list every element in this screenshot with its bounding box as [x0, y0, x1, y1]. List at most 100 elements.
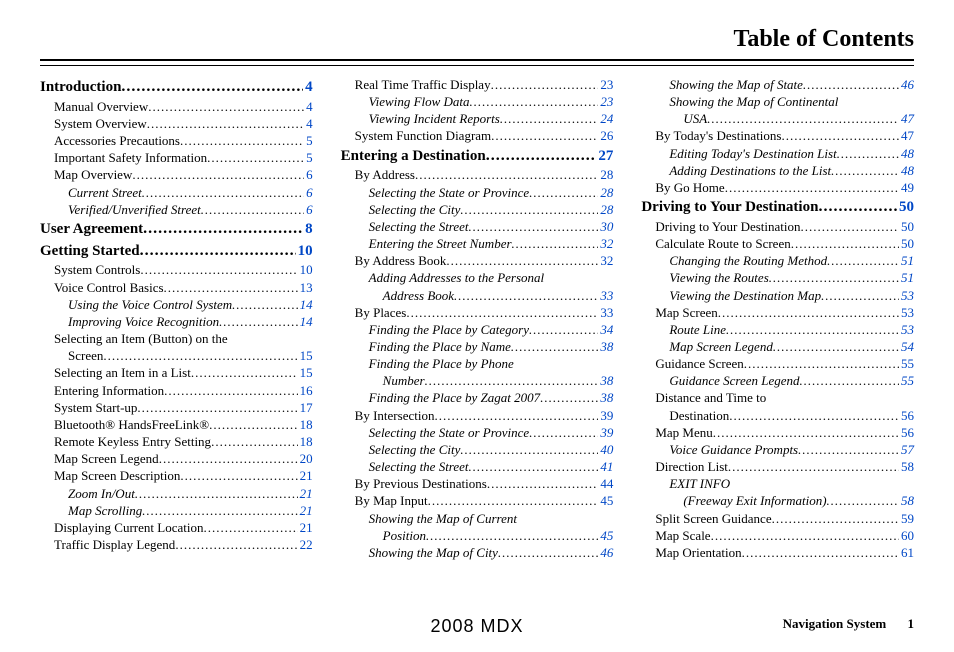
- toc-page-number[interactable]: 16: [298, 382, 313, 399]
- toc-page-number[interactable]: 15: [298, 347, 313, 364]
- toc-page-number[interactable]: 34: [598, 321, 613, 338]
- toc-page-number[interactable]: 47: [899, 127, 914, 144]
- toc-entry: By Address..............................…: [355, 166, 614, 183]
- toc-page-number[interactable]: 51: [899, 269, 914, 286]
- toc-page-number[interactable]: 23: [598, 93, 613, 110]
- toc-page-number[interactable]: 59: [899, 510, 914, 527]
- toc-page-number[interactable]: 47: [899, 110, 914, 127]
- toc-page-number[interactable]: 49: [899, 179, 914, 196]
- toc-page-number[interactable]: 48: [899, 162, 914, 179]
- toc-leaders: ........................................…: [180, 132, 304, 149]
- toc-page-number[interactable]: 27: [596, 147, 613, 167]
- toc-entry: Finding the Place by Zagat 2007.........…: [369, 389, 614, 406]
- toc-page-number[interactable]: 5: [304, 132, 313, 149]
- toc-page-number[interactable]: 51: [899, 252, 914, 269]
- toc-page-number[interactable]: 28: [598, 166, 613, 183]
- toc-entry: Distance and Time to: [655, 389, 914, 406]
- toc-page-number[interactable]: 17: [298, 399, 313, 416]
- toc-page-number[interactable]: 4: [304, 98, 313, 115]
- toc-entry: System Controls.........................…: [54, 261, 313, 278]
- toc-page-number[interactable]: 53: [899, 304, 914, 321]
- toc-page-number[interactable]: 46: [598, 544, 613, 561]
- toc-page-number[interactable]: 45: [598, 527, 613, 544]
- toc-page-number[interactable]: 21: [298, 502, 313, 519]
- toc-page-number[interactable]: 20: [298, 450, 313, 467]
- page-root: Table of Contents Introduction..........…: [0, 0, 954, 652]
- toc-page-number[interactable]: 39: [598, 407, 613, 424]
- toc-page-number[interactable]: 28: [598, 201, 613, 218]
- toc-page-number[interactable]: 33: [598, 287, 613, 304]
- toc-page-number[interactable]: 4: [303, 78, 313, 98]
- toc-leaders: ........................................…: [781, 127, 899, 144]
- toc-page-number[interactable]: 18: [298, 433, 313, 450]
- toc-page-number[interactable]: 48: [899, 145, 914, 162]
- toc-leaders: ........................................…: [201, 201, 304, 218]
- toc-page-number[interactable]: 22: [298, 536, 313, 553]
- toc-page-number[interactable]: 40: [598, 441, 613, 458]
- toc-page-number[interactable]: 58: [899, 458, 914, 475]
- toc-page-number[interactable]: 32: [598, 252, 613, 269]
- toc-page-number[interactable]: 10: [298, 261, 313, 278]
- toc-page-number[interactable]: 50: [899, 218, 914, 235]
- toc-page-number[interactable]: 21: [298, 519, 313, 536]
- toc-page-number[interactable]: 44: [598, 475, 613, 492]
- toc-entry: Finding the Place by Phone: [369, 355, 614, 372]
- toc-page-number[interactable]: 46: [899, 76, 914, 93]
- toc-leaders: ........................................…: [143, 218, 303, 239]
- toc-leaders: ........................................…: [529, 321, 598, 338]
- toc-page-number[interactable]: 8: [303, 220, 313, 240]
- toc-page-number[interactable]: 38: [598, 338, 613, 355]
- toc-page-number[interactable]: 55: [899, 372, 914, 389]
- toc-page-number[interactable]: 13: [298, 279, 313, 296]
- toc-leaders: ........................................…: [209, 416, 298, 433]
- toc-page-number[interactable]: 53: [899, 321, 914, 338]
- toc-page-number[interactable]: 41: [598, 458, 613, 475]
- toc-page-number[interactable]: 15: [298, 364, 313, 381]
- toc-page-number[interactable]: 23: [598, 76, 613, 93]
- toc-entry: Direction List..........................…: [655, 458, 914, 475]
- toc-page-number[interactable]: 54: [899, 338, 914, 355]
- toc-page-number[interactable]: 33: [598, 304, 613, 321]
- toc-page-number[interactable]: 5: [304, 149, 313, 166]
- toc-page-number[interactable]: 10: [296, 242, 313, 262]
- toc-page-number[interactable]: 39: [598, 424, 613, 441]
- toc-page-number[interactable]: 6: [304, 201, 313, 218]
- toc-entry: Showing the Map of Current: [369, 510, 614, 527]
- toc-page-number[interactable]: 32: [598, 235, 613, 252]
- toc-page-number[interactable]: 18: [298, 416, 313, 433]
- toc-page-number[interactable]: 6: [304, 166, 313, 183]
- toc-page-number[interactable]: 26: [598, 127, 613, 144]
- toc-entry: Map Screen Legend.......................…: [54, 450, 313, 467]
- toc-entry-text: Finding the Place by Name: [369, 338, 511, 355]
- toc-entry: Showing the Map of State................…: [669, 76, 914, 93]
- toc-page-number[interactable]: 57: [899, 441, 914, 458]
- toc-page-number[interactable]: 21: [298, 467, 313, 484]
- toc-page-number[interactable]: 55: [899, 355, 914, 372]
- toc-page-number[interactable]: 50: [899, 235, 914, 252]
- toc-entry: Manual Overview.........................…: [54, 98, 313, 115]
- toc-section: User Agreement..........................…: [40, 218, 313, 240]
- toc-page-number[interactable]: 4: [304, 115, 313, 132]
- toc-page-number[interactable]: 38: [598, 372, 613, 389]
- toc-entry: Map Scrolling...........................…: [68, 502, 313, 519]
- toc-page-number[interactable]: 28: [598, 184, 613, 201]
- toc-entry-text: Improving Voice Recognition: [68, 313, 219, 330]
- toc-page-number[interactable]: 6: [304, 184, 313, 201]
- toc-page-number[interactable]: 14: [298, 296, 313, 313]
- toc-page-number[interactable]: 45: [598, 492, 613, 509]
- toc-page-number[interactable]: 14: [298, 313, 313, 330]
- toc-page-number[interactable]: 21: [298, 485, 313, 502]
- toc-page-number[interactable]: 56: [899, 424, 914, 441]
- toc-page-number[interactable]: 60: [899, 527, 914, 544]
- toc-page-number[interactable]: 61: [899, 544, 914, 561]
- toc-entry: Viewing the Routes......................…: [669, 269, 914, 286]
- toc-page-number[interactable]: 53: [899, 287, 914, 304]
- toc-page-number[interactable]: 50: [897, 198, 914, 218]
- toc-page-number[interactable]: 38: [598, 389, 613, 406]
- toc-entry-text: Viewing the Destination Map: [669, 287, 821, 304]
- toc-page-number[interactable]: 56: [899, 407, 914, 424]
- toc-page-number[interactable]: 24: [598, 110, 613, 127]
- toc-section: Entering a Destination..................…: [341, 145, 614, 167]
- toc-page-number[interactable]: 58: [899, 492, 914, 509]
- toc-page-number[interactable]: 30: [598, 218, 613, 235]
